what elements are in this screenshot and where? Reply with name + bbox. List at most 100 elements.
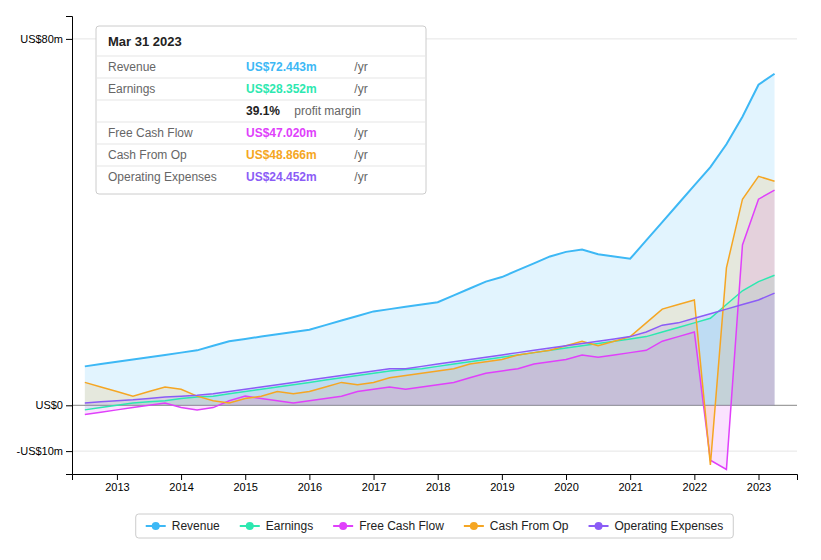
x-tick-label: 2021 — [618, 481, 642, 493]
x-tick-mark — [438, 474, 439, 480]
info-box-value: US$48.866m — [246, 148, 317, 162]
line — [85, 190, 775, 469]
area — [85, 275, 775, 410]
info-box: Mar 31 2023 Revenue US$72.443m /yr Earnings… — [96, 26, 426, 194]
legend-frame — [136, 514, 734, 538]
info-box-value: US$72.443m — [246, 60, 317, 74]
info-box-separator — [96, 56, 426, 57]
x-tick-mark — [694, 474, 695, 480]
info-box-separator — [96, 166, 426, 167]
info-box-unit: /yr — [351, 60, 368, 74]
x-tick: 2017 — [362, 474, 386, 493]
legend-swatch-marker — [595, 522, 603, 530]
plot: 2013 2014 2015 2016 2017 2018 2019 2020 2021 2022… — [17, 17, 798, 493]
y-tick-mark — [66, 451, 72, 452]
x-tick-mark — [309, 474, 310, 480]
info-box-separator — [96, 144, 426, 145]
y-axis-line — [66, 17, 73, 475]
info-box-label: Revenue — [108, 60, 156, 74]
line — [85, 293, 775, 403]
x-tick-label: 2019 — [490, 481, 514, 493]
info-box-unit: profit margin — [291, 104, 361, 118]
x-tick-mark — [374, 474, 375, 480]
x-tick-label: 2020 — [554, 481, 578, 493]
x-tick: 2022 — [683, 474, 707, 493]
x-tick: 2016 — [298, 474, 322, 493]
legend-swatch-marker — [470, 522, 478, 530]
x-tick: 2020 — [554, 474, 578, 493]
series-group — [85, 74, 775, 470]
info-box-value: US$47.020m — [246, 126, 317, 140]
y-tick: US$80m — [20, 33, 72, 45]
info-box-frame — [96, 26, 426, 194]
x-tick-label: 2017 — [362, 481, 386, 493]
x-tick: 2015 — [233, 474, 257, 493]
info-box-unit: /yr — [351, 170, 368, 184]
info-box-unit: /yr — [351, 148, 368, 162]
y-tick: US$0 — [35, 399, 72, 411]
x-tick-label: 2016 — [298, 481, 322, 493]
x-tick: 2018 — [426, 474, 450, 493]
x-tick: 2021 — [618, 474, 642, 493]
info-box-separator — [96, 100, 426, 101]
info-box-value: US$24.452m — [246, 170, 317, 184]
legend-swatch-marker — [152, 522, 160, 530]
x-tick: 2023 — [747, 474, 771, 493]
y-tick-label: US$0 — [35, 399, 63, 411]
chart: 2013 2014 2015 2016 2017 2018 2019 2020 2021 2022… — [0, 0, 821, 560]
x-tick-mark — [245, 474, 246, 480]
area — [85, 293, 775, 405]
y-tick-mark — [66, 405, 72, 406]
x-tick-mark — [630, 474, 631, 480]
legend-label: Cash From Op — [490, 519, 569, 533]
y-tick-mark — [66, 39, 72, 40]
x-tick-label: 2014 — [169, 481, 193, 493]
x-axis-line — [73, 475, 798, 481]
x-tick-mark — [502, 474, 503, 480]
x-tick-mark — [566, 474, 567, 480]
info-box-title: Mar 31 2023 — [108, 34, 182, 49]
legend-label: Earnings — [266, 519, 313, 533]
line — [85, 176, 775, 465]
x-tick-label: 2013 — [105, 481, 129, 493]
legend-item: Cash From Op — [464, 519, 569, 533]
y-tick-label: -US$10m — [17, 445, 63, 457]
info-box-label: Cash From Op — [108, 148, 187, 162]
area — [85, 190, 775, 469]
area — [85, 176, 775, 465]
info-box-separator — [96, 78, 426, 79]
info-box-label: Operating Expenses — [108, 170, 217, 184]
legend-item: Free Cash Flow — [333, 519, 444, 533]
x-axis: 2013 2014 2015 2016 2017 2018 2019 2020 2021 2022… — [73, 474, 798, 493]
legend-swatch-marker — [339, 522, 347, 530]
y-tick: -US$10m — [17, 445, 72, 457]
x-tick-label: 2023 — [747, 481, 771, 493]
x-tick-label: 2015 — [233, 481, 257, 493]
legend-label: Revenue — [172, 519, 220, 533]
grid-line — [72, 451, 797, 452]
x-tick-label: 2022 — [683, 481, 707, 493]
info-box-unit: /yr — [351, 126, 368, 140]
info-box-label: Earnings — [108, 82, 155, 96]
y-axis: -US$10m US$0 US$80m — [17, 17, 73, 475]
x-tick: 2013 — [105, 474, 129, 493]
legend-item: Operating Expenses — [589, 519, 724, 533]
x-tick-mark — [181, 474, 182, 480]
x-tick-mark — [117, 474, 118, 480]
legend-label: Operating Expenses — [615, 519, 724, 533]
info-box-value: US$28.352m — [246, 82, 317, 96]
x-tick: 2014 — [169, 474, 193, 493]
x-tick-mark — [759, 474, 760, 480]
legend-label: Free Cash Flow — [359, 519, 444, 533]
info-box-separator — [96, 122, 426, 123]
line — [85, 275, 775, 410]
info-box-label: Free Cash Flow — [108, 126, 193, 140]
legend: Revenue Earnings Free Cash Flow Cash From O… — [136, 514, 734, 538]
y-tick-label: US$80m — [20, 33, 63, 45]
info-box-value: 39.1% — [246, 104, 280, 118]
legend-item: Earnings — [240, 519, 313, 533]
x-tick-label: 2018 — [426, 481, 450, 493]
info-box-unit: /yr — [351, 82, 368, 96]
x-tick: 2019 — [490, 474, 514, 493]
legend-swatch-marker — [246, 522, 254, 530]
